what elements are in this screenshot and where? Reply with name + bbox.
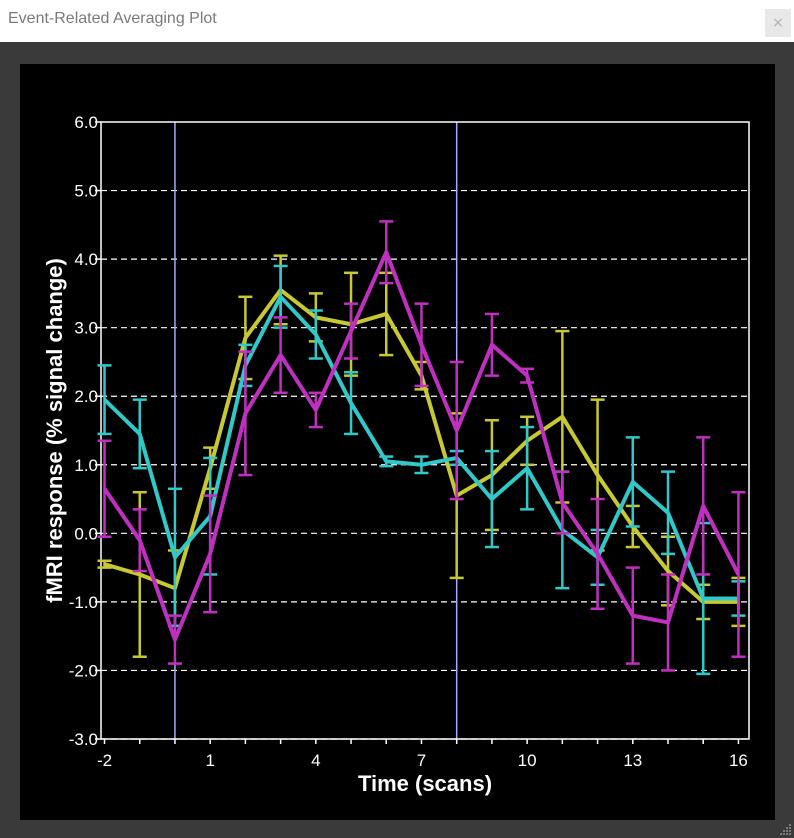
y-tick-label: 6.0 [74, 113, 98, 132]
plot-area: 6.0 5.0 4.0 3.0 2.0 1.0 0.0 -1.0 -2.0 -3.0 -2 1 4 7 10… [20, 64, 775, 820]
y-axis-label: fMRI response (% signal change) [42, 258, 67, 603]
x-tick-label: 10 [518, 751, 537, 770]
y-tick-label: -1.0 [69, 593, 98, 612]
close-button[interactable]: × [765, 9, 791, 37]
y-tick-label: 3.0 [74, 319, 98, 338]
y-tick-label: -2.0 [69, 661, 98, 680]
y-tick-label: 2.0 [74, 387, 98, 406]
y-tick-label: 1.0 [74, 456, 98, 475]
y-tick-label: 4.0 [74, 250, 98, 269]
x-tick-label: -2 [97, 751, 112, 770]
x-axis-label: Time (scans) [358, 771, 492, 796]
resize-grip-icon[interactable] [778, 822, 792, 836]
averaging-chart: 6.0 5.0 4.0 3.0 2.0 1.0 0.0 -1.0 -2.0 -3.0 -2 1 4 7 10… [42, 113, 750, 796]
series-3 [97, 220, 746, 672]
x-tick-label: 4 [311, 751, 320, 770]
y-tick-label: -3.0 [69, 730, 98, 749]
axes-frame [100, 121, 750, 740]
x-tick-label: 16 [729, 751, 748, 770]
window-title: Event-Related Averaging Plot [8, 10, 217, 27]
y-tick-label: 0.0 [74, 524, 98, 543]
x-tick-label: 13 [623, 751, 642, 770]
x-tick-label: 7 [417, 751, 426, 770]
y-tick-label: 5.0 [74, 182, 98, 201]
window-titlebar: Event-Related Averaging Plot × [0, 0, 794, 42]
x-tick-label: 1 [205, 751, 214, 770]
